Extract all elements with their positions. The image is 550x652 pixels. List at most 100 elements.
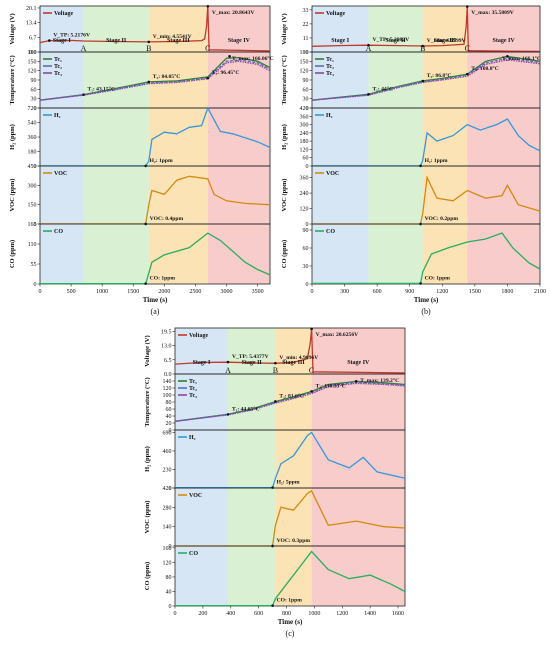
annotation-label: CO: 1ppm: [150, 276, 176, 282]
stage-label: Stage I: [193, 360, 211, 366]
x-tick-label: 2100: [534, 289, 546, 295]
y-axis-label: VOC (ppm): [9, 179, 16, 212]
legend-label: VOC: [54, 171, 67, 177]
panel-voc: 0 150 300 450 VOC (ppm) VOC VOC: 0.4ppm: [9, 164, 271, 228]
legend: Voltage: [178, 333, 208, 339]
legend: CO: [315, 229, 335, 235]
annotation-point: [310, 327, 313, 331]
y-tick-label: 0: [169, 428, 172, 434]
panel-co: 0 55 110 165 CO (ppm) CO CO: 1ppm: [9, 222, 271, 288]
y-tick-label: 0: [169, 604, 172, 610]
y-axis-label: H₂ (ppm): [9, 124, 16, 150]
x-axis-label: Time (s): [278, 618, 303, 626]
panel-temperature: 0 30 60 90 120 150 180 Temperature (°C) Tc₁Tc₂Tc…: [281, 50, 541, 112]
y-tick-label: 180: [300, 50, 309, 56]
x-tick-label: 300: [340, 289, 349, 295]
x-tick-label: 600: [254, 611, 263, 617]
x-tick-label: 2500: [189, 289, 201, 295]
series-line-temperature-2: [39, 60, 271, 101]
y-tick-label: 0: [169, 486, 172, 492]
stage-label: Stage II: [386, 38, 407, 44]
legend: H₂: [315, 113, 333, 119]
y-tick-label: 55: [31, 262, 37, 268]
y-tick-label: 160: [163, 546, 172, 552]
annotation-label: H₂: 1ppm: [150, 158, 173, 164]
y-axis-label: H₂ (ppm): [281, 124, 288, 150]
y-tick-label: 90: [303, 228, 309, 234]
panel-voltage: 0 11 22 33 Voltage (V) Voltage V_TP: 5.2982V V_…: [281, 5, 541, 56]
annotation-label: V_min: 4.5541V: [153, 34, 192, 40]
y-axis-label: Temperature (°C): [144, 377, 151, 426]
y-tick-label: 180: [28, 50, 37, 56]
y-tick-label: 22: [303, 22, 309, 28]
y-tick-label: 11: [303, 36, 309, 42]
y-tick-label: 90: [31, 78, 37, 84]
chart-2: 0.0 6.5 13.0 19.5 Voltage (V) Voltage V_TP: 5.…: [144, 327, 406, 638]
annotation-label: T₁: 44.65°C: [232, 405, 260, 412]
y-tick-label: 0: [306, 282, 309, 288]
y-tick-label: 13.0: [161, 344, 172, 350]
annotation-label: T₃: 96.45°C: [212, 69, 240, 76]
y-axis-label: Voltage (V): [144, 335, 151, 366]
y-tick-label: 240: [300, 131, 309, 137]
legend-label: Tc₂: [189, 386, 197, 392]
annotation-label: T₃: 108.8°C: [471, 65, 499, 72]
annotation-point: [506, 55, 509, 58]
x-tick-label: 0: [174, 611, 177, 617]
y-tick-label: 0: [306, 164, 309, 170]
annotation-point: [226, 360, 230, 364]
annotation-label: V_max: 20.8643V: [212, 10, 255, 16]
legend-label: CO: [189, 551, 198, 557]
y-tick-label: 120: [300, 69, 309, 75]
y-tick-label: 20.1: [26, 6, 37, 12]
annotation-point: [206, 5, 210, 8]
chart-1: 0 11 22 33 Voltage (V) Voltage V_TP: 5.2982V V_…: [281, 5, 546, 316]
y-tick-label: 6.7: [29, 35, 37, 41]
annotation-label: T₂: 81.6°C: [279, 392, 304, 399]
legend-label: Tc₂: [326, 64, 334, 70]
stage-band-2: [368, 6, 423, 284]
annotation-point: [421, 79, 425, 83]
point-label: A: [81, 44, 87, 53]
panel-co: 0 30 60 90 CO (ppm) CO CO: 1ppm: [281, 223, 541, 288]
panel-frame: [311, 223, 541, 285]
legend-label: Tc₂: [54, 64, 62, 70]
annotation-point: [274, 400, 277, 403]
stage-label: Stage III: [167, 38, 190, 44]
annotation-point: [48, 39, 51, 42]
stage-band-4: [311, 328, 405, 606]
y-tick-label: 60: [303, 87, 309, 93]
point-label: C: [309, 366, 314, 375]
stage-band-1: [40, 6, 84, 284]
x-tick-label: 1200: [336, 611, 348, 617]
y-tick-label: 540: [28, 121, 37, 127]
stage-label: Stage II: [242, 360, 263, 366]
stage-band-3: [148, 6, 208, 284]
y-tick-label: 100: [163, 393, 172, 399]
x-tick-label: 900: [405, 289, 414, 295]
legend: CO: [178, 551, 198, 557]
x-tick-label: 1400: [364, 611, 376, 617]
annotation-label: T_max: 166.1°C: [502, 55, 541, 62]
annotation-label: V_min: 4.6999V: [427, 38, 466, 44]
x-tick-label: 1500: [469, 289, 481, 295]
y-tick-label: 0: [169, 544, 172, 550]
chart-caption: (c): [286, 629, 295, 638]
x-tick-label: 1000: [308, 611, 320, 617]
legend-label: CO: [326, 229, 335, 235]
legend: H₂: [43, 113, 61, 119]
y-tick-label: 300: [300, 123, 309, 129]
point-label: C: [465, 44, 470, 53]
y-tick-label: 120: [163, 386, 172, 392]
y-tick-label: 420: [163, 486, 172, 492]
y-tick-label: 120: [28, 69, 37, 75]
panel-frame: [39, 223, 271, 285]
annotation-label: H₂: 1ppm: [425, 158, 448, 164]
stage-label: Stage IV: [493, 38, 516, 44]
y-tick-label: 240: [300, 191, 309, 197]
y-tick-label: 30: [31, 97, 37, 103]
y-tick-label: 180: [300, 139, 309, 145]
y-tick-label: 150: [28, 203, 37, 209]
x-tick-label: 1000: [96, 289, 108, 295]
